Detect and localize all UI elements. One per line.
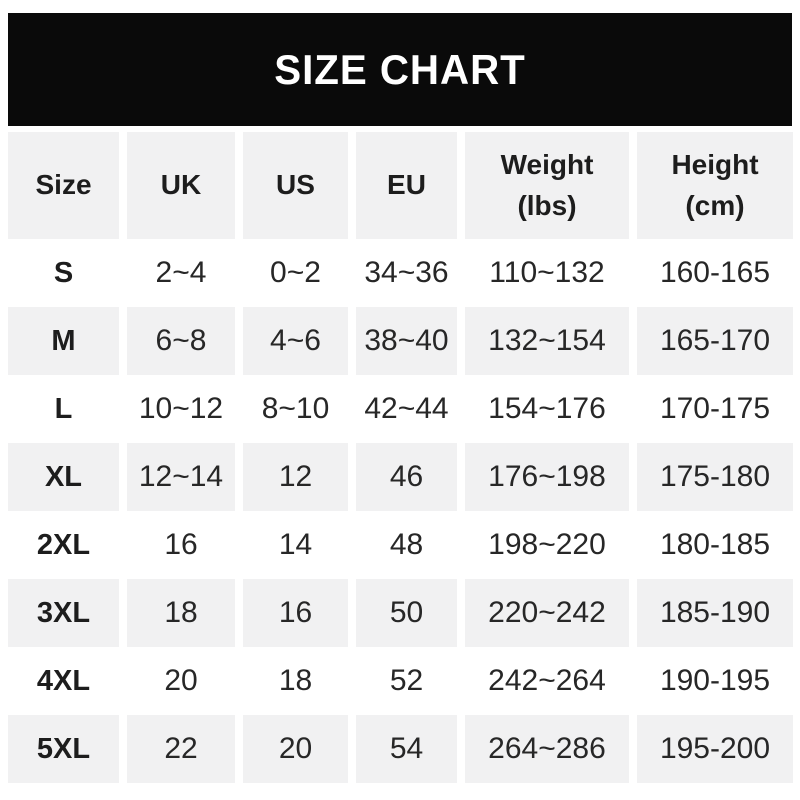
size-row-label: XL [8,443,119,511]
size-table-cell: 175-180 [637,443,793,511]
size-table-cell: 0~2 [243,239,348,307]
size-table-cell: 198~220 [465,511,629,579]
size-table-cell: 220~242 [465,579,629,647]
size-table-cell: 132~154 [465,307,629,375]
column-header-uk: UK [127,132,235,239]
size-chart-table: Size UK US EU Weight (lbs) Height (cm) S 2~4 0~2… [8,132,793,783]
size-table-cell: 48 [356,511,457,579]
size-row-label: 2XL [8,511,119,579]
size-table-cell: 18 [243,647,348,715]
size-table-cell: 264~286 [465,715,629,783]
size-table-cell: 6~8 [127,307,235,375]
column-header-size: Size [8,132,119,239]
size-table-cell: 8~10 [243,375,348,443]
size-table-cell: 18 [127,579,235,647]
size-table-cell: 50 [356,579,457,647]
size-table-cell: 176~198 [465,443,629,511]
size-table-cell: 4~6 [243,307,348,375]
title-banner: SIZE CHART [8,13,792,126]
size-table-cell: 34~36 [356,239,457,307]
page-title: SIZE CHART [274,45,526,93]
size-table-cell: 170-175 [637,375,793,443]
size-row-label: 4XL [8,647,119,715]
size-table-cell: 10~12 [127,375,235,443]
size-table-cell: 52 [356,647,457,715]
column-header-height: Height (cm) [637,132,793,239]
size-row-label: M [8,307,119,375]
size-table-cell: 160-165 [637,239,793,307]
size-table-cell: 180-185 [637,511,793,579]
size-table-cell: 2~4 [127,239,235,307]
size-table-cell: 110~132 [465,239,629,307]
size-row-label: S [8,239,119,307]
size-table-cell: 12~14 [127,443,235,511]
size-table-cell: 20 [243,715,348,783]
size-row-label: 3XL [8,579,119,647]
size-table-cell: 14 [243,511,348,579]
size-table-cell: 242~264 [465,647,629,715]
size-table-cell: 16 [243,579,348,647]
size-table-cell: 12 [243,443,348,511]
size-table-cell: 22 [127,715,235,783]
column-header-eu: EU [356,132,457,239]
size-row-label: L [8,375,119,443]
size-row-label: 5XL [8,715,119,783]
size-table-cell: 20 [127,647,235,715]
size-table-cell: 54 [356,715,457,783]
size-table-cell: 185-190 [637,579,793,647]
size-table-cell: 16 [127,511,235,579]
size-table-cell: 190-195 [637,647,793,715]
size-table-cell: 154~176 [465,375,629,443]
size-table-cell: 195-200 [637,715,793,783]
size-table-cell: 42~44 [356,375,457,443]
size-table-cell: 165-170 [637,307,793,375]
column-header-us: US [243,132,348,239]
size-table-cell: 38~40 [356,307,457,375]
size-table-cell: 46 [356,443,457,511]
column-header-weight: Weight (lbs) [465,132,629,239]
